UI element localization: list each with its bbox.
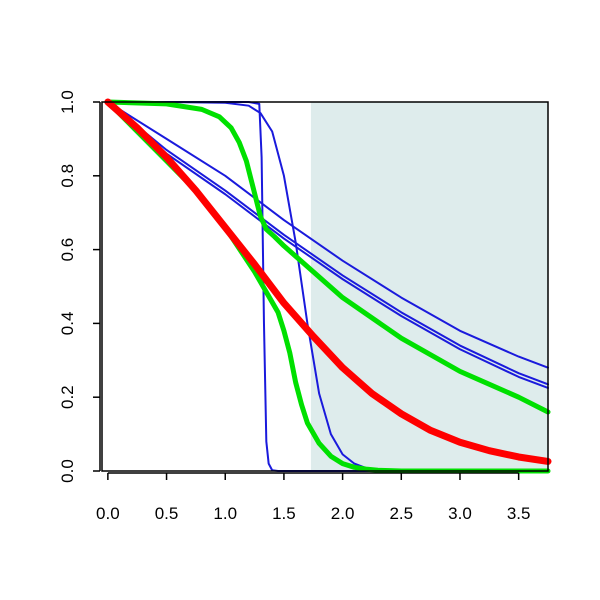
x-tick-label: 2.5 bbox=[389, 504, 413, 523]
x-tick-label: 0.0 bbox=[96, 504, 120, 523]
y-tick-label: 0.6 bbox=[58, 238, 77, 262]
x-tick-label: 3.0 bbox=[448, 504, 472, 523]
x-tick-label: 1.5 bbox=[272, 504, 296, 523]
plot-frame bbox=[101, 101, 549, 472]
axes-layer: 0.0 0.5 1.0 1.5 2.0 2.5 3.0 3.5 0.0 0.2 0.4 0.6 0.8 1… bbox=[58, 90, 530, 523]
y-tick-label: 0.4 bbox=[58, 312, 77, 336]
shaded-region-layer bbox=[310, 102, 548, 471]
y-tick-label: 0.8 bbox=[58, 164, 77, 188]
y-tick-label: 0.0 bbox=[58, 459, 77, 483]
series-line-8 bbox=[104, 98, 552, 465]
x-tick-label: 0.5 bbox=[155, 504, 179, 523]
series-line-3 bbox=[106, 101, 549, 389]
series-line-6 bbox=[105, 99, 551, 415]
x-tick-label: 3.5 bbox=[507, 504, 531, 523]
shaded-region bbox=[310, 102, 548, 471]
y-tick-label: 0.2 bbox=[58, 385, 77, 409]
y-tick-label: 1.0 bbox=[58, 90, 77, 114]
x-tick-label: 1.0 bbox=[213, 504, 237, 523]
series-line-1 bbox=[106, 101, 549, 369]
series-line-2 bbox=[106, 101, 549, 386]
x-tick-label: 2.0 bbox=[331, 504, 355, 523]
